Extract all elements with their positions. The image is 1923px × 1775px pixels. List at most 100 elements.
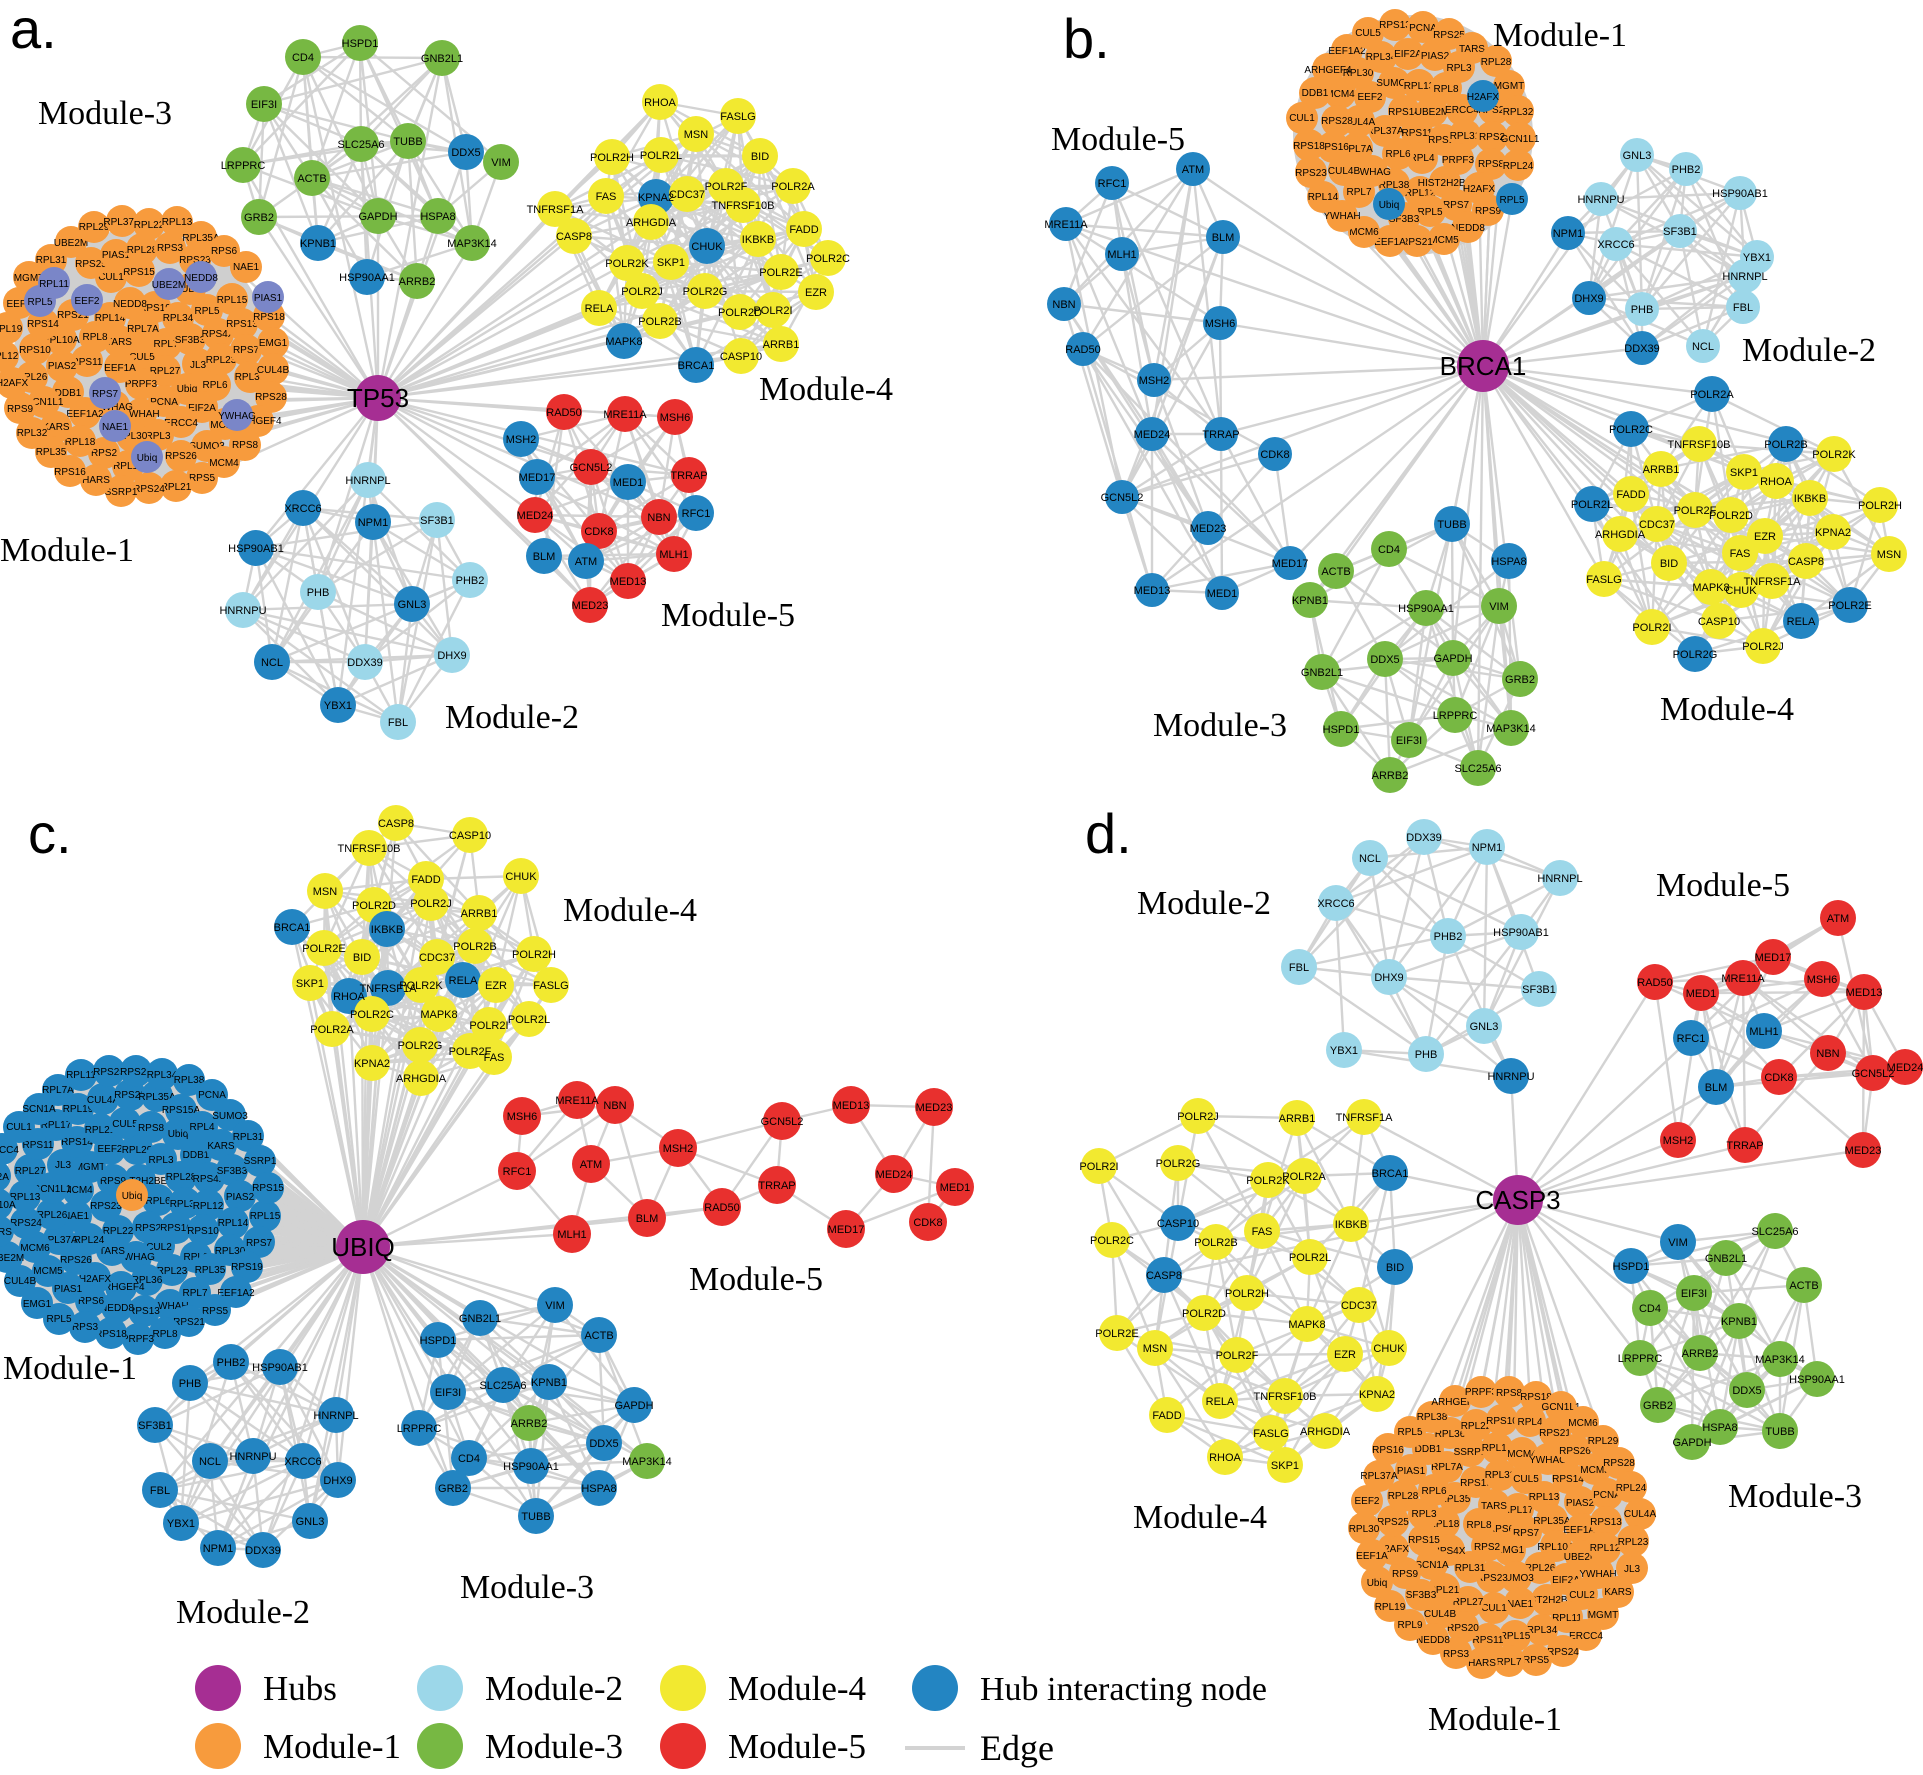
svg-text:HNRNPU: HNRNPU bbox=[1487, 1071, 1534, 1083]
svg-text:NBN: NBN bbox=[603, 1100, 626, 1112]
svg-text:RPL7A: RPL7A bbox=[42, 1085, 74, 1096]
svg-text:POLR2D: POLR2D bbox=[718, 307, 762, 319]
svg-text:CASP10: CASP10 bbox=[449, 830, 491, 842]
svg-text:RPL5: RPL5 bbox=[1417, 207, 1442, 218]
svg-text:MRE11A: MRE11A bbox=[1044, 219, 1088, 231]
svg-text:POLR2B: POLR2B bbox=[1194, 1237, 1237, 1249]
svg-text:MAPK8: MAPK8 bbox=[1288, 1319, 1325, 1331]
svg-text:TUBB: TUBB bbox=[521, 1511, 550, 1523]
svg-text:MGMT: MGMT bbox=[1494, 81, 1525, 92]
svg-text:DDX39: DDX39 bbox=[347, 657, 382, 669]
svg-text:TRRAP: TRRAP bbox=[1202, 429, 1239, 441]
svg-text:CASP8: CASP8 bbox=[1788, 556, 1824, 568]
svg-text:RPL24: RPL24 bbox=[1616, 1483, 1647, 1494]
svg-text:MED24: MED24 bbox=[1134, 429, 1171, 441]
svg-text:ARRB2: ARRB2 bbox=[399, 276, 436, 288]
svg-text:HSPA8: HSPA8 bbox=[420, 211, 455, 223]
svg-text:EEF1A: EEF1A bbox=[104, 363, 136, 374]
svg-text:MSH2: MSH2 bbox=[1139, 375, 1170, 387]
svg-text:RELA: RELA bbox=[449, 975, 478, 987]
svg-text:PIAS1: PIAS1 bbox=[54, 1284, 83, 1295]
svg-text:RPL6: RPL6 bbox=[202, 380, 227, 391]
svg-text:MSH6: MSH6 bbox=[1807, 974, 1838, 986]
svg-text:RPL31: RPL31 bbox=[1450, 131, 1481, 142]
svg-text:H2AFX: H2AFX bbox=[1467, 92, 1500, 103]
svg-text:VIM: VIM bbox=[491, 157, 511, 169]
svg-text:KPNA2: KPNA2 bbox=[638, 192, 674, 204]
svg-text:GNB2L1: GNB2L1 bbox=[459, 1313, 501, 1325]
svg-text:RPL5: RPL5 bbox=[46, 1314, 71, 1325]
svg-text:Module-1: Module-1 bbox=[1493, 17, 1627, 54]
svg-text:DDX39: DDX39 bbox=[245, 1545, 280, 1557]
svg-text:RPS21: RPS21 bbox=[173, 1317, 205, 1328]
svg-text:RFC1: RFC1 bbox=[682, 508, 711, 520]
svg-text:MED23: MED23 bbox=[572, 600, 609, 612]
svg-text:H2AFX: H2AFX bbox=[79, 1274, 112, 1285]
svg-text:CUL2: CUL2 bbox=[146, 1242, 172, 1253]
svg-text:RPL11: RPL11 bbox=[66, 1070, 96, 1081]
svg-text:CD4: CD4 bbox=[1378, 544, 1400, 556]
svg-text:Module-4: Module-4 bbox=[759, 371, 893, 408]
svg-text:MED23: MED23 bbox=[1190, 523, 1227, 535]
svg-text:RPS4X: RPS4X bbox=[193, 1174, 226, 1185]
svg-text:RPS14: RPS14 bbox=[27, 319, 59, 330]
svg-text:GRB2: GRB2 bbox=[244, 212, 274, 224]
svg-text:GNB2L1: GNB2L1 bbox=[1301, 667, 1343, 679]
svg-text:FASLG: FASLG bbox=[720, 111, 755, 123]
svg-text:MED24: MED24 bbox=[876, 1169, 913, 1181]
svg-text:SLC25A6: SLC25A6 bbox=[337, 139, 384, 151]
svg-text:BID: BID bbox=[353, 952, 371, 964]
svg-text:ERCC4: ERCC4 bbox=[0, 1145, 19, 1156]
svg-text:BLM: BLM bbox=[636, 1213, 659, 1225]
svg-text:ATM: ATM bbox=[1182, 164, 1204, 176]
svg-text:ARRB1: ARRB1 bbox=[461, 908, 498, 920]
svg-text:Edge: Edge bbox=[980, 1728, 1054, 1768]
svg-text:JL3: JL3 bbox=[190, 360, 207, 371]
svg-text:RPL18: RPL18 bbox=[65, 437, 96, 448]
svg-text:RPL3: RPL3 bbox=[148, 1155, 173, 1166]
svg-text:FAS: FAS bbox=[1252, 1226, 1273, 1238]
svg-text:RPL34: RPL34 bbox=[1527, 1625, 1558, 1636]
svg-text:HSP90AA1: HSP90AA1 bbox=[503, 1461, 559, 1473]
svg-text:DHX9: DHX9 bbox=[437, 650, 466, 662]
svg-text:ARRB1: ARRB1 bbox=[763, 339, 800, 351]
svg-text:RPS19: RPS19 bbox=[231, 1262, 263, 1273]
svg-text:MLH1: MLH1 bbox=[1749, 1026, 1778, 1038]
svg-text:RPL23: RPL23 bbox=[206, 355, 237, 366]
svg-text:SSRP1: SSRP1 bbox=[105, 487, 138, 498]
svg-text:CDC37: CDC37 bbox=[419, 952, 455, 964]
svg-text:Module-5: Module-5 bbox=[1051, 121, 1185, 158]
svg-text:RPS28: RPS28 bbox=[114, 1090, 146, 1101]
svg-text:RPL38: RPL38 bbox=[1379, 180, 1410, 191]
svg-text:POLR2H: POLR2H bbox=[1858, 500, 1902, 512]
svg-text:PHB2: PHB2 bbox=[1672, 164, 1701, 176]
svg-text:NEDD8: NEDD8 bbox=[184, 273, 218, 284]
svg-text:YWHAG: YWHAG bbox=[95, 402, 133, 413]
svg-text:CUL1: CUL1 bbox=[6, 1122, 32, 1133]
svg-text:PIAS1: PIAS1 bbox=[1397, 1466, 1426, 1477]
svg-text:RPS15: RPS15 bbox=[123, 267, 155, 278]
svg-text:RPS4X: RPS4X bbox=[202, 329, 235, 340]
svg-text:GNB2L1: GNB2L1 bbox=[1705, 1253, 1747, 1265]
svg-text:TRRAP: TRRAP bbox=[758, 1180, 795, 1192]
svg-text:Hubs: Hubs bbox=[263, 1669, 337, 1708]
svg-text:RPL22: RPL22 bbox=[134, 220, 165, 231]
svg-text:RPS24: RPS24 bbox=[1547, 1647, 1579, 1658]
svg-text:ARRB2: ARRB2 bbox=[511, 1418, 548, 1430]
svg-text:RPL19: RPL19 bbox=[63, 1104, 94, 1115]
svg-text:RPL7: RPL7 bbox=[182, 1288, 207, 1299]
svg-text:POLR2A: POLR2A bbox=[310, 1024, 354, 1036]
svg-text:RAD50: RAD50 bbox=[1637, 977, 1672, 989]
svg-text:RPL36: RPL36 bbox=[235, 372, 266, 383]
svg-text:GCN5L2: GCN5L2 bbox=[570, 462, 613, 474]
svg-text:NPM1: NPM1 bbox=[358, 517, 389, 529]
svg-text:HARS: HARS bbox=[0, 1227, 12, 1238]
svg-text:GNB2L1: GNB2L1 bbox=[421, 53, 463, 65]
svg-text:RELA: RELA bbox=[1206, 1396, 1235, 1408]
svg-text:ARRB2: ARRB2 bbox=[1682, 1348, 1719, 1360]
svg-text:RPL13: RPL13 bbox=[162, 217, 193, 228]
svg-text:MED13: MED13 bbox=[610, 576, 647, 588]
svg-text:RELA: RELA bbox=[585, 303, 614, 315]
svg-text:RPS8: RPS8 bbox=[138, 1123, 165, 1134]
svg-text:RPS25: RPS25 bbox=[1377, 1517, 1409, 1528]
